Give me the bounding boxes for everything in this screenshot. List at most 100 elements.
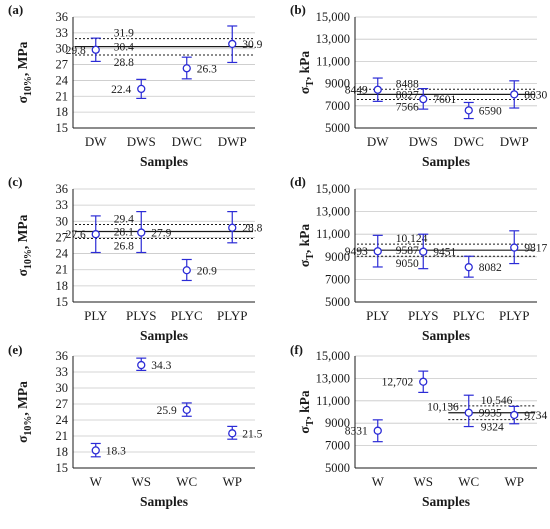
data-point <box>510 90 519 99</box>
band-lower-label: 28.8 <box>114 57 134 69</box>
y-axis-label: σ10%, MPa <box>15 381 34 443</box>
chart-panel-c: (c) 15 18 21 24 27 30 33 36 PLY PLYS PLYC PLYP Sample… <box>8 174 263 343</box>
data-point <box>419 247 428 256</box>
x-tick-label: WS <box>414 474 434 489</box>
data-point <box>228 39 237 49</box>
data-point <box>510 410 519 420</box>
y-axis-label-unit: , kPa <box>297 390 312 420</box>
data-point <box>137 228 146 237</box>
y-axis-label-symbol: σ <box>297 259 312 267</box>
y-axis-label-subscript: T <box>305 253 316 260</box>
band-left-label: 10,136 <box>427 402 459 414</box>
data-point <box>228 429 237 438</box>
panel-label: (a) <box>8 2 23 17</box>
data-label: 26.3 <box>197 63 217 75</box>
x-tick-label: DWP <box>218 134 247 149</box>
data-label: 29.8 <box>66 45 86 57</box>
y-tick-label: 30 <box>56 214 69 228</box>
data-label: 27.9 <box>151 228 171 240</box>
data-label: 9734 <box>524 410 547 422</box>
data-point <box>91 45 100 54</box>
data-point <box>373 247 382 256</box>
y-tick-label: 36 <box>56 182 69 196</box>
y-tick-label: 36 <box>56 10 69 24</box>
y-tick-label: 33 <box>56 26 69 40</box>
y-tick-label: 5000 <box>325 461 350 475</box>
x-tick-label: DWS <box>409 134 438 149</box>
data-label: 12,702 <box>382 377 414 389</box>
y-tick-label: 21 <box>56 263 69 277</box>
data-label: 7601 <box>433 94 456 106</box>
data-point <box>228 223 237 232</box>
data-label: 8082 <box>479 262 502 274</box>
y-tick-label: 33 <box>56 365 69 379</box>
x-tick-label: DWP <box>500 134 529 149</box>
y-tick-label: 18 <box>56 279 69 293</box>
y-axis-label-symbol: σ <box>15 95 30 103</box>
data-point <box>373 85 382 94</box>
y-axis-label-subscript: T <box>305 419 316 426</box>
y-axis-label-symbol: σ <box>297 426 312 434</box>
y-tick-label: 30 <box>56 381 69 395</box>
y-tick-label: 24 <box>56 413 69 427</box>
y-axis-label-symbol: σ <box>297 86 312 94</box>
data-point <box>464 106 473 115</box>
data-point <box>464 408 473 417</box>
chart-panel-f: (f) 5000 7000 9000 11,000 13,000 15,000 W WS WC WP… <box>290 342 548 509</box>
band-lower-label: 7566 <box>396 102 419 114</box>
y-tick-label: 9000 <box>325 416 350 430</box>
x-tick-label: WS <box>132 474 152 489</box>
data-point <box>182 405 191 415</box>
y-tick-label: 15,000 <box>316 349 350 363</box>
band-mean-label: 30.4 <box>114 42 134 54</box>
x-tick-label: WC <box>176 474 197 489</box>
y-axis-label-unit: , MPa <box>15 214 30 249</box>
y-axis-label-subscript: 10% <box>23 416 34 436</box>
y-tick-label: 5000 <box>325 121 350 135</box>
x-tick-label: PLYP <box>217 308 248 323</box>
band-lower-label: 26.8 <box>114 241 134 253</box>
band-upper-label: 10,546 <box>481 395 513 407</box>
data-label: 8030 <box>524 89 547 101</box>
panel-label: (e) <box>8 342 22 357</box>
data-point <box>137 360 146 370</box>
y-axis-label-unit: , kPa <box>297 51 312 81</box>
band-upper-label: 31.9 <box>114 28 134 40</box>
x-tick-label: PLYS <box>126 308 157 323</box>
y-tick-label: 9000 <box>325 77 350 91</box>
band-mean-label: 8027 <box>396 89 419 101</box>
x-tick-label: PLYP <box>499 308 530 323</box>
x-tick-label: W <box>90 474 103 489</box>
y-axis-label: σ10%, MPa <box>15 41 34 103</box>
y-tick-label: 15,000 <box>316 10 350 24</box>
chart-panel-d: (d) 5000 7000 9000 11,000 13,000 15,000 PLY PLYS… <box>290 174 548 343</box>
chart-panel-e: (e) 15 18 21 24 27 30 33 36 W WS WC WP Samples σ10%, M… <box>8 342 263 509</box>
data-label: 9817 <box>524 243 547 255</box>
data-label: 9493 <box>345 246 368 258</box>
y-tick-label: 27 <box>56 397 69 411</box>
y-axis-label-subscript: 10% <box>23 249 34 269</box>
x-tick-label: PLYC <box>171 308 203 323</box>
data-label: 20.9 <box>197 265 217 277</box>
data-label: 9451 <box>433 247 456 259</box>
x-tick-label: DWS <box>127 134 156 149</box>
data-point <box>464 263 473 272</box>
data-label: 9935 <box>479 408 502 420</box>
y-axis-label-subscript: T <box>305 80 316 87</box>
y-axis-label: σ10%, MPa <box>15 214 34 276</box>
y-axis-label-subscript: 10% <box>23 76 34 96</box>
band-mean-label: 9587 <box>396 245 419 257</box>
y-tick-label: 21 <box>56 89 69 103</box>
x-tick-label: DW <box>85 134 107 149</box>
data-label: 21.5 <box>242 428 262 440</box>
data-label: 6590 <box>479 105 502 117</box>
panel-label: (c) <box>8 174 22 189</box>
y-axis-label-symbol: σ <box>15 435 30 443</box>
data-label: 25.9 <box>157 405 177 417</box>
y-axis-label-unit: , kPa <box>297 224 312 254</box>
data-label: 18.3 <box>106 445 126 457</box>
y-axis-label-unit: , MPa <box>15 381 30 416</box>
